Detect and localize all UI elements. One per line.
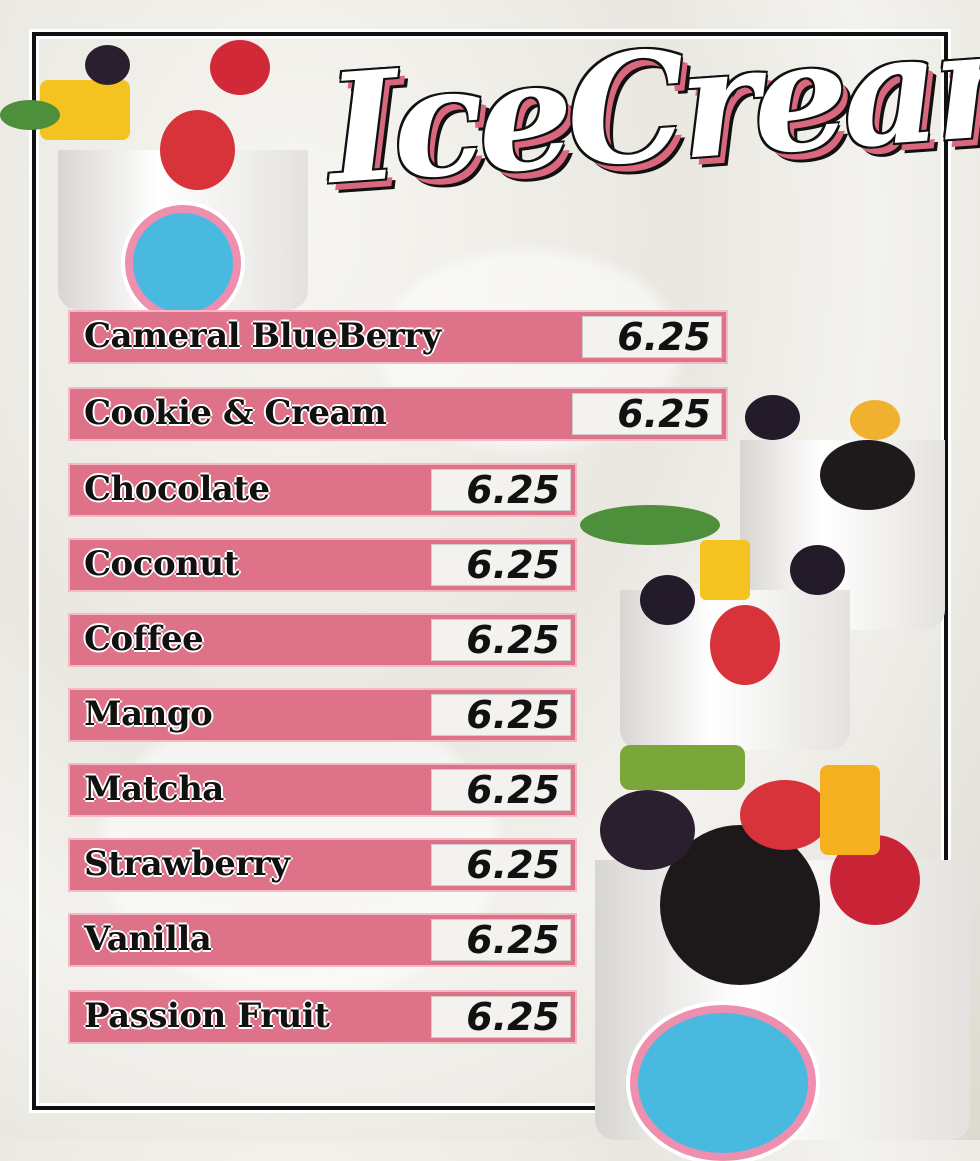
flavor-name: Coconut xyxy=(84,544,239,584)
flavor-price: 6.25 xyxy=(431,468,571,512)
flavor-price: 6.25 xyxy=(431,995,571,1039)
flavor-name: Coffee xyxy=(84,619,204,659)
flavor-name: Cameral BlueBerry xyxy=(84,316,441,356)
flavor-price: 6.25 xyxy=(431,768,571,812)
flavor-price: 6.25 xyxy=(431,618,571,662)
flavor-name: Cookie & Cream xyxy=(84,393,387,433)
flavor-name: Mango xyxy=(84,694,213,734)
menu-item: Passion Fruit 6.25 xyxy=(68,990,577,1044)
menu-item: Cookie & Cream 6.25 xyxy=(68,387,728,441)
menu-item: Coffee 6.25 xyxy=(68,613,577,667)
menu-item: Matcha 6.25 xyxy=(68,763,577,817)
flavor-price: 6.25 xyxy=(431,918,571,962)
flavor-price: 6.25 xyxy=(431,693,571,737)
flavor-price: 6.25 xyxy=(431,843,571,887)
menu-item: Mango 6.25 xyxy=(68,688,577,742)
menu-item: Cameral BlueBerry 6.25 xyxy=(68,310,728,364)
flavor-name: Chocolate xyxy=(84,469,270,509)
flavor-price: 6.25 xyxy=(572,392,722,436)
flavor-name: Passion Fruit xyxy=(84,996,330,1036)
flavor-name: Vanilla xyxy=(84,919,212,959)
flavor-price: 6.25 xyxy=(431,543,571,587)
menu-item: Strawberry 6.25 xyxy=(68,838,577,892)
menu-item: Coconut 6.25 xyxy=(68,538,577,592)
flavor-name: Matcha xyxy=(84,769,224,809)
flavor-name: Strawberry xyxy=(84,844,290,884)
flavor-price: 6.25 xyxy=(582,315,722,359)
menu-item: Chocolate 6.25 xyxy=(68,463,577,517)
menu-item: Vanilla 6.25 xyxy=(68,913,577,967)
poster-frame xyxy=(32,32,948,1110)
title-logo: IceCream xyxy=(322,0,980,219)
